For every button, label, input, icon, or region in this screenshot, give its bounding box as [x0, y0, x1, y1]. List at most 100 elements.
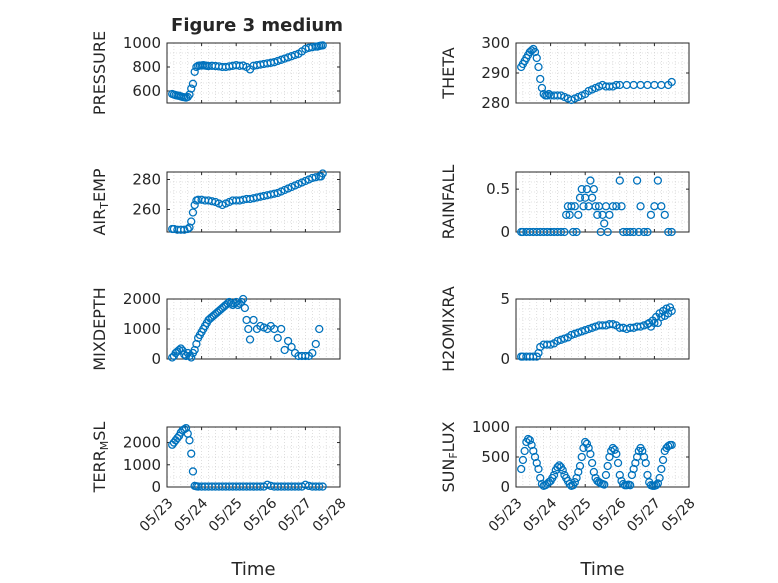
data-point [301, 351, 310, 361]
data-point [273, 56, 282, 66]
data-point [245, 335, 255, 344]
data-point [655, 473, 664, 483]
y-tick-label: 600 [132, 82, 161, 100]
data-series [168, 169, 327, 234]
y-tick-label: 1000 [123, 320, 161, 338]
data-series [517, 303, 676, 361]
y-axis-label: H2OMIXRA [439, 286, 458, 372]
y-axis-label: TERRMSL [90, 422, 111, 494]
data-point [646, 210, 656, 220]
data-point [183, 224, 192, 234]
data-point [567, 202, 576, 211]
data-point [525, 436, 534, 445]
data-point [283, 53, 293, 62]
data-point [667, 440, 676, 450]
data-point [653, 318, 663, 328]
data-point [570, 202, 579, 211]
data-point [617, 202, 626, 211]
y-tick-label: 280 [481, 94, 510, 112]
data-point [280, 54, 289, 63]
axes-box [515, 171, 690, 233]
data-point [653, 176, 663, 185]
y-tick-label: 0.5 [486, 180, 510, 198]
data-point [574, 210, 583, 220]
data-point [273, 333, 282, 343]
y-tick-label: 1000 [472, 418, 510, 436]
data-point [558, 466, 567, 475]
data-point [629, 227, 638, 237]
data-point [549, 470, 559, 480]
subplot-rainfall: 0 0.5 RAINFALL [439, 165, 690, 241]
data-point [577, 452, 586, 462]
data-point [249, 315, 258, 325]
data-point [174, 345, 184, 355]
data-point [577, 184, 586, 194]
subplot-mixdepth: 0 1000 2000 MIXDEPTH [90, 287, 341, 371]
data-point [553, 336, 562, 346]
data-series [517, 176, 676, 237]
data-point [613, 458, 623, 468]
data-point [587, 458, 597, 468]
data-point [556, 335, 566, 344]
data-point [308, 348, 317, 358]
data-point [643, 227, 652, 237]
data-point [318, 41, 327, 50]
data-point [587, 193, 597, 202]
subplot-pressure: 600 800 1000 PRESSURE [90, 31, 341, 115]
y-tick-label: 0 [500, 350, 510, 368]
data-point [562, 210, 571, 220]
data-point [183, 92, 192, 102]
data-point [176, 344, 185, 353]
data-point [188, 79, 198, 88]
y-tick-label: 0 [500, 478, 510, 496]
data-point [518, 455, 528, 465]
y-axis-label: THETA [439, 47, 458, 99]
data-point [660, 210, 669, 220]
data-point [586, 176, 595, 185]
data-point [290, 50, 300, 60]
data-point [536, 74, 545, 84]
data-point [244, 324, 253, 334]
y-tick-label: 260 [132, 201, 161, 219]
axes-box [166, 42, 341, 104]
data-point [523, 434, 533, 444]
data-point [287, 342, 296, 352]
y-tick-label: 0 [151, 478, 161, 496]
data-point [560, 334, 569, 343]
data-point [315, 324, 324, 334]
data-point [586, 449, 595, 459]
y-axis-label: SUNFLUX [439, 421, 460, 492]
y-tick-label: 280 [132, 171, 161, 189]
data-point [567, 330, 576, 340]
data-point [653, 479, 663, 488]
data-point [667, 306, 676, 316]
y-axis-label: PRESSURE [90, 31, 109, 115]
y-tick-label: 0 [151, 350, 161, 368]
data-point [581, 326, 590, 335]
grid [515, 172, 690, 232]
data-point [664, 442, 673, 451]
data-point [556, 227, 566, 237]
data-point [601, 470, 611, 480]
data-point [593, 210, 602, 220]
x-axis-label: Time [230, 559, 275, 580]
data-point [657, 464, 666, 474]
y-axis-label: AIRTEMP [90, 168, 111, 235]
data-series [168, 423, 327, 491]
data-point [238, 294, 248, 304]
data-point [283, 336, 293, 346]
data-point [662, 304, 671, 313]
data-point [311, 339, 320, 349]
data-series [168, 294, 324, 362]
data-point [187, 353, 196, 362]
data-point [608, 443, 618, 453]
data-point [608, 320, 618, 329]
data-point [589, 184, 598, 194]
data-point [651, 481, 661, 490]
data-point [612, 449, 621, 459]
data-point [180, 225, 189, 234]
data-point [534, 464, 543, 474]
data-series [517, 44, 676, 105]
data-point [605, 210, 614, 220]
data-point [612, 80, 621, 90]
